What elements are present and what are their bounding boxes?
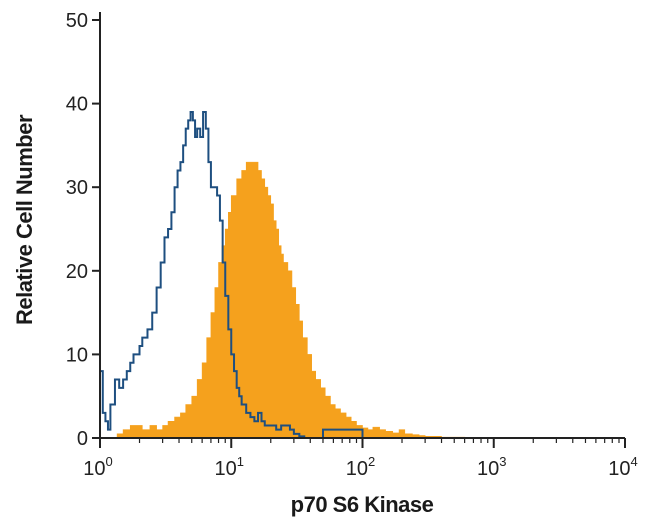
x-axis-title: p70 S6 Kinase	[290, 492, 434, 517]
y-axis-title: Relative Cell Number	[10, 70, 40, 370]
y-axis-title-text: Relative Cell Number	[12, 114, 37, 326]
y-tick-label: 40	[66, 94, 88, 116]
y-tick-label: 0	[77, 428, 88, 450]
plot-area	[100, 110, 625, 439]
x-tick-label: 104	[608, 454, 637, 480]
outline-histogram-series	[100, 110, 625, 439]
x-tick-label: 100	[83, 454, 112, 480]
axes	[99, 12, 625, 439]
x-tick-label: 102	[346, 454, 375, 480]
filled-histogram-series	[100, 161, 625, 439]
y-tick-label: 10	[66, 344, 88, 366]
y-tick-label: 50	[66, 10, 88, 32]
x-tick-label: 103	[477, 454, 506, 480]
y-tick-label: 30	[66, 177, 88, 199]
y-tick-label: 20	[66, 261, 88, 283]
x-tick-label: 101	[215, 454, 244, 480]
y-axis-ticks: 0 10 20 30 40 50	[66, 10, 100, 450]
x-axis-ticks: 100 101 102 103 104	[83, 438, 638, 480]
